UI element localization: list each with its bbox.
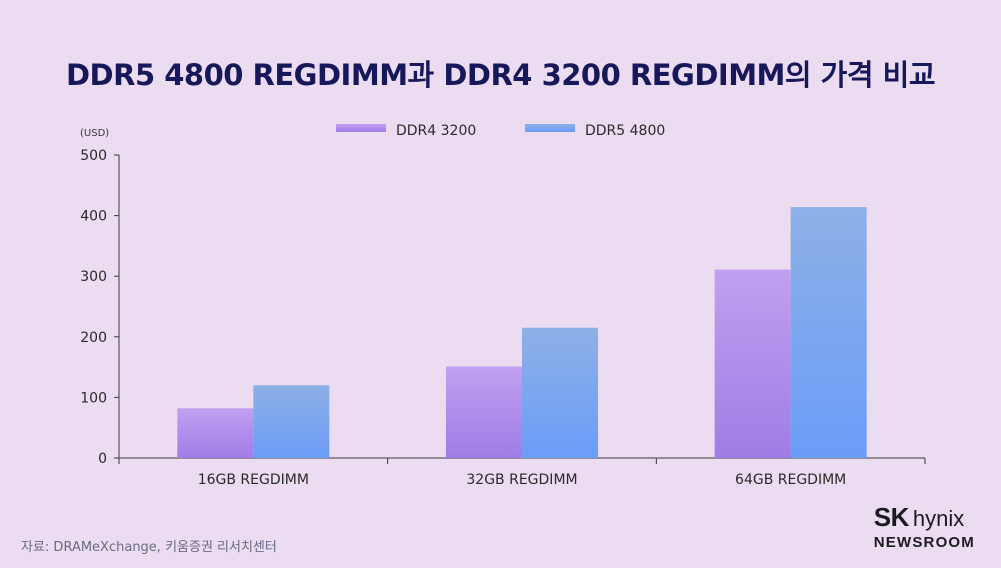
- brand-logo: SK hynix NEWSROOM: [874, 504, 975, 551]
- legend-label-ddr4: DDR4 3200: [396, 123, 476, 139]
- y-unit-label: (USD): [80, 128, 109, 139]
- bar-ddr5: [522, 327, 598, 458]
- brand-newsroom: NEWSROOM: [873, 534, 975, 551]
- source-note: 자료: DRAMeXchange, 키움증권 리서치센터: [21, 540, 277, 555]
- y-tick-label: 500: [80, 148, 107, 164]
- x-tick-label: 32GB REGDIMM: [466, 472, 577, 488]
- y-tick-label: 400: [80, 209, 107, 225]
- y-tick-label: 100: [80, 390, 107, 406]
- legend-swatch-ddr4: [336, 124, 386, 132]
- brand-hynix: hynix: [912, 506, 965, 531]
- bar-ddr5: [790, 207, 867, 458]
- chart-title: DDR5 4800 REGDIMM과 DDR4 3200 REGDIMM의 가격…: [65, 58, 936, 92]
- bar-ddr5: [253, 385, 330, 458]
- x-tick-label: 16GB REGDIMM: [198, 472, 309, 488]
- y-axis: 0 100 200 300 400 500: [80, 148, 120, 467]
- x-axis: 16GB REGDIMM 32GB REGDIMM 64GB REGDIMM: [118, 457, 926, 488]
- bar-ddr4: [446, 366, 522, 458]
- y-tick-label: 0: [98, 451, 107, 467]
- brand-sk: SK: [873, 502, 910, 532]
- legend-label-ddr5: DDR5 4800: [585, 123, 665, 139]
- bar-ddr4: [714, 269, 791, 458]
- legend: DDR4 3200 DDR5 4800: [336, 123, 665, 139]
- bar-ddr4: [177, 408, 254, 458]
- y-tick-label: 300: [80, 269, 107, 285]
- legend-swatch-ddr5: [525, 124, 575, 132]
- bars: [177, 207, 867, 458]
- x-tick-label: 64GB REGDIMM: [735, 472, 846, 488]
- y-tick-label: 200: [80, 330, 107, 346]
